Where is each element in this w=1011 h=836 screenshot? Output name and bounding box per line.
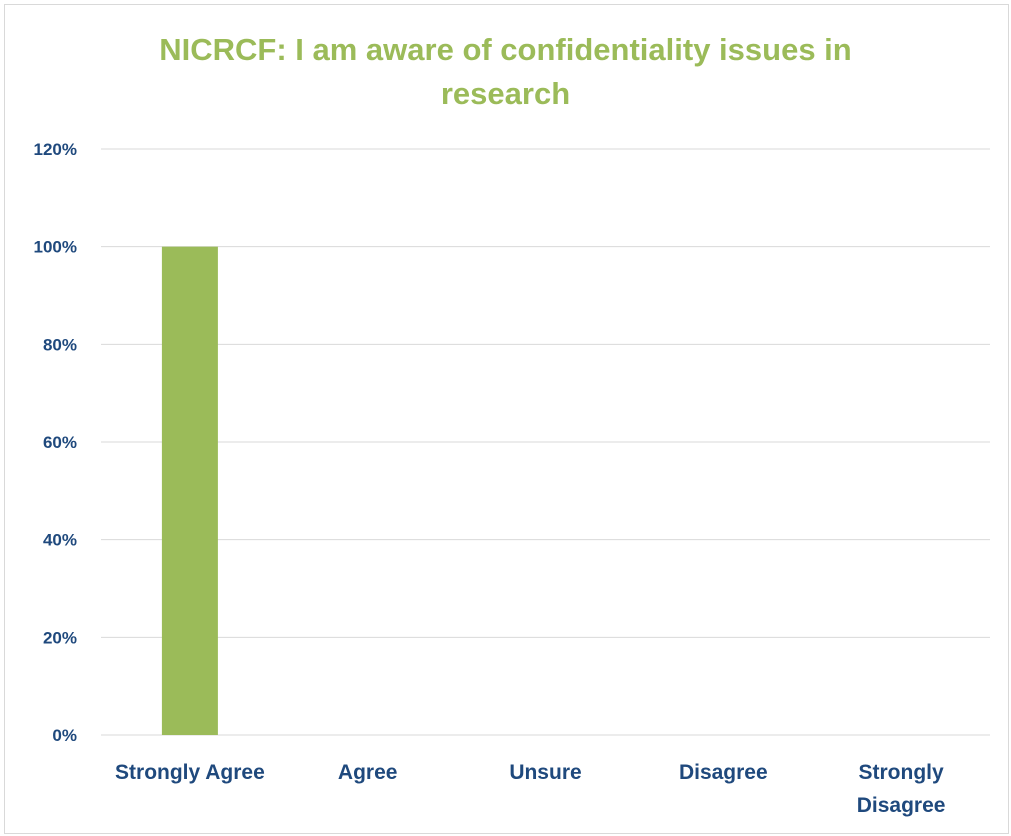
y-tick-label: 100% [34, 238, 77, 257]
x-category-label-line: Unsure [509, 761, 581, 784]
chart-title-line-2: research [440, 76, 571, 111]
y-tick-label: 80% [43, 335, 77, 354]
x-category-label-line: Disagree [679, 761, 768, 784]
bar [161, 246, 218, 735]
gridlines [101, 148, 990, 736]
x-category-label: Unsure [509, 761, 581, 784]
x-category-label-line: Strongly [859, 761, 944, 784]
x-category-label: Agree [338, 761, 398, 784]
y-tick-label: 20% [43, 628, 77, 647]
bars [161, 246, 218, 735]
chart-title-line-1: NICRCF: I am aware of confidentiality is… [159, 32, 852, 67]
x-category-label-line: Disagree [857, 794, 946, 817]
chart-title: NICRCF: I am aware of confidentiality is… [0, 28, 1011, 116]
y-tick-label: 0% [52, 726, 77, 745]
x-category-label: Disagree [679, 761, 768, 784]
x-category-label: Strongly Disagree [857, 761, 946, 817]
x-axis-category-labels: Strongly Agree Agree Unsure Disagree Strongl… [115, 761, 945, 817]
y-tick-label: 60% [43, 433, 77, 452]
x-category-label-line: Agree [338, 761, 398, 784]
y-tick-label: 120% [34, 140, 77, 159]
x-category-label-line: Strongly Agree [115, 761, 265, 784]
y-axis-tick-labels: 0% 20% 40% 60% 80% 100% 120% [34, 140, 77, 745]
x-category-label: Strongly Agree [115, 761, 265, 784]
y-tick-label: 40% [43, 531, 77, 550]
